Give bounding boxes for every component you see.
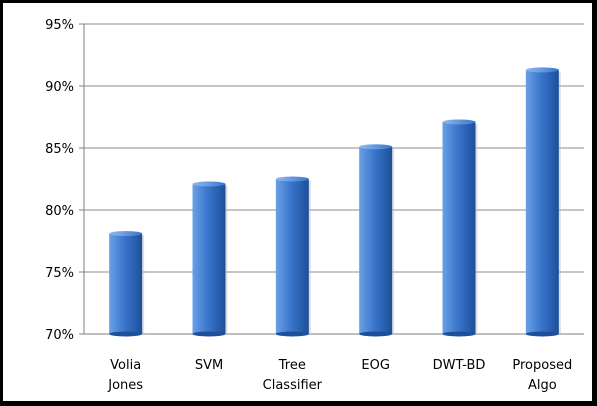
bar-4 <box>442 121 476 335</box>
x-category-label: Volia <box>110 358 141 373</box>
bar-base <box>525 331 559 337</box>
bar-base <box>275 331 309 337</box>
y-tick-label: 85% <box>45 142 74 157</box>
bar-top <box>359 144 393 150</box>
y-tick-label: 70% <box>45 328 74 343</box>
x-category-label: EOG <box>361 358 390 373</box>
y-tick-label: 95% <box>45 18 74 33</box>
bar-5 <box>525 69 559 334</box>
x-category-label: DWT-BD <box>433 358 486 373</box>
x-category-label: Proposed <box>512 358 572 373</box>
bar-3 <box>359 146 393 334</box>
y-tick-label: 80% <box>45 204 74 219</box>
bar-top <box>275 176 309 182</box>
bar-0 <box>109 233 143 334</box>
x-category-label: Algo <box>528 378 557 393</box>
gridlines <box>84 23 584 273</box>
bar-2 <box>275 179 309 334</box>
bar-top <box>442 119 476 125</box>
x-axis-category-labels: Volia Jones SVM Tree Classifier EOG DWT-BD Prop… <box>107 358 572 393</box>
axes <box>79 23 584 335</box>
bar-base <box>109 331 143 337</box>
y-tick-label: 75% <box>45 266 74 281</box>
bar-top <box>525 67 559 73</box>
bar-top <box>192 181 226 187</box>
x-category-label: Tree <box>278 358 306 373</box>
x-category-label: Jones <box>107 378 143 393</box>
bar-base <box>192 331 226 337</box>
x-category-label: SVM <box>195 358 223 373</box>
y-axis-tick-labels: 70% 75% 80% 85% 90% 95% <box>45 18 74 343</box>
bar-base <box>359 331 393 337</box>
y-tick-label: 90% <box>45 80 74 95</box>
bar-base <box>442 331 476 337</box>
bar-top <box>109 231 143 237</box>
bars <box>109 67 561 337</box>
x-category-label: Classifier <box>263 378 323 393</box>
bar-1 <box>192 183 226 334</box>
